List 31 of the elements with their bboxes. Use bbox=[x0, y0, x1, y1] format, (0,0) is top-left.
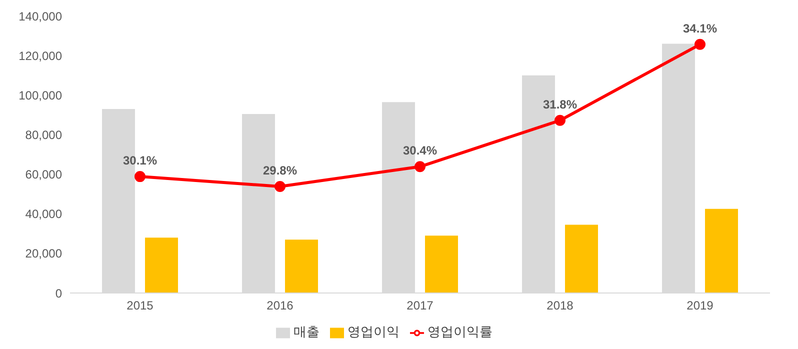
legend-label: 영업이익률 bbox=[428, 324, 492, 339]
point bbox=[554, 114, 566, 126]
y-tick-label: 40,000 bbox=[25, 207, 62, 222]
legend-label: 매출 bbox=[294, 324, 320, 339]
point bbox=[694, 38, 706, 50]
bar bbox=[145, 238, 178, 293]
bar bbox=[565, 224, 598, 293]
point bbox=[134, 171, 146, 182]
data-label: 31.8% bbox=[542, 97, 578, 112]
data-label: 30.4% bbox=[402, 144, 438, 158]
x-tick-label: 2015 bbox=[126, 298, 154, 313]
y-tick-label: 120,000 bbox=[18, 48, 62, 63]
x-tick-label: 2016 bbox=[266, 298, 294, 313]
data-label: 34.1% bbox=[682, 21, 718, 36]
y-tick-label: 140,000 bbox=[18, 9, 62, 24]
y-tick-label: 100,000 bbox=[18, 88, 62, 102]
x-tick-label: 2019 bbox=[686, 298, 714, 313]
x-tick-label: 2018 bbox=[546, 298, 574, 313]
bar bbox=[285, 240, 318, 293]
y-tick-label: 0 bbox=[55, 286, 62, 300]
bar bbox=[705, 208, 738, 293]
point bbox=[274, 180, 286, 192]
y-tick-label: 20,000 bbox=[25, 246, 62, 261]
y-tick-label: 60,000 bbox=[25, 168, 62, 182]
data-label: 29.8% bbox=[262, 163, 298, 178]
bar bbox=[425, 236, 458, 293]
x-tick-label: 2017 bbox=[406, 298, 434, 313]
point bbox=[414, 161, 426, 172]
legend-label: 영업이익 bbox=[348, 324, 400, 339]
data-label: 30.1% bbox=[122, 154, 158, 168]
y-tick-label: 80,000 bbox=[25, 128, 62, 142]
